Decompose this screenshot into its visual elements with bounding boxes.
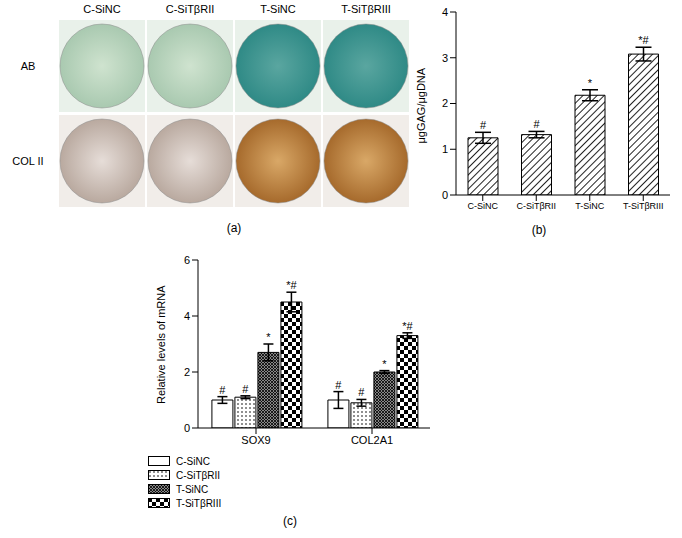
svg-text:C-SiNC: C-SiNC [468, 201, 499, 211]
html-text:C-SiTβRII: C-SiTβRII [176, 469, 221, 481]
svg-text:2: 2 [442, 97, 448, 109]
svg-text:4: 4 [184, 310, 190, 322]
svg-text:4: 4 [442, 6, 448, 18]
svg-text:Relative levels of mRNA: Relative levels of mRNA [155, 285, 167, 404]
svg-text:#: # [335, 379, 342, 391]
html-text:(c): (c) [283, 514, 297, 528]
svg-text:*: * [382, 358, 387, 370]
svg-text:3: 3 [442, 52, 448, 64]
svg-text:C-SiTβRII: C-SiTβRII [516, 201, 556, 211]
svg-text:AB: AB [21, 60, 36, 72]
svg-text:*: * [266, 331, 271, 343]
svg-text:T-SiTβRIII: T-SiTβRIII [341, 3, 391, 15]
html-text:T-SiNC: T-SiNC [176, 483, 209, 495]
svg-text:0: 0 [442, 189, 448, 201]
svg-text:1: 1 [442, 143, 448, 155]
svg-text:C-SiNC: C-SiNC [83, 3, 120, 15]
svg-text:#: # [480, 119, 487, 131]
svg-text:#: # [358, 386, 365, 398]
svg-text:*#: *# [402, 320, 413, 332]
svg-text:*: * [588, 77, 593, 89]
svg-text:*#: *# [286, 279, 297, 291]
svg-text:μgGAG/μgDNA: μgGAG/μgDNA [415, 67, 427, 143]
svg-text:0: 0 [184, 422, 190, 434]
html-text:C-SiNC: C-SiNC [176, 455, 210, 467]
svg-text:#: # [533, 118, 540, 130]
svg-text:T-SiTβRIII: T-SiTβRIII [623, 201, 664, 211]
svg-text:#: # [219, 384, 226, 396]
html-text:T-SiTβRIII: T-SiTβRIII [176, 497, 222, 509]
svg-text:#: # [242, 383, 249, 395]
svg-text:*#: *# [638, 34, 649, 46]
svg-text:T-SiNC: T-SiNC [575, 201, 605, 211]
svg-text:SOX9: SOX9 [241, 434, 270, 446]
svg-text:COL II: COL II [12, 155, 43, 167]
svg-text:(a): (a) [227, 221, 242, 235]
svg-text:T-SiNC: T-SiNC [260, 3, 296, 15]
svg-text:2: 2 [184, 366, 190, 378]
svg-text:COL2A1: COL2A1 [351, 434, 393, 446]
html-text:(b): (b) [531, 223, 547, 237]
svg-text:6: 6 [184, 254, 190, 266]
svg-text:C-SiTβRII: C-SiTβRII [166, 3, 215, 15]
